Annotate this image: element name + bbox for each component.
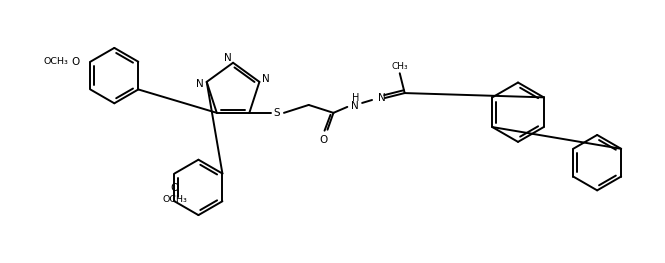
Text: OCH₃: OCH₃ [162, 195, 187, 204]
Text: O: O [319, 135, 328, 145]
Text: N: N [196, 79, 203, 89]
Text: N: N [378, 93, 386, 103]
Text: N: N [351, 101, 359, 111]
Text: O: O [71, 57, 79, 67]
Text: N: N [224, 53, 232, 63]
Text: H: H [352, 93, 359, 103]
Text: CH₃: CH₃ [392, 62, 408, 71]
Text: O: O [170, 183, 179, 193]
Text: N: N [263, 74, 270, 84]
Text: S: S [274, 108, 281, 118]
Text: OCH₃: OCH₃ [44, 57, 68, 66]
